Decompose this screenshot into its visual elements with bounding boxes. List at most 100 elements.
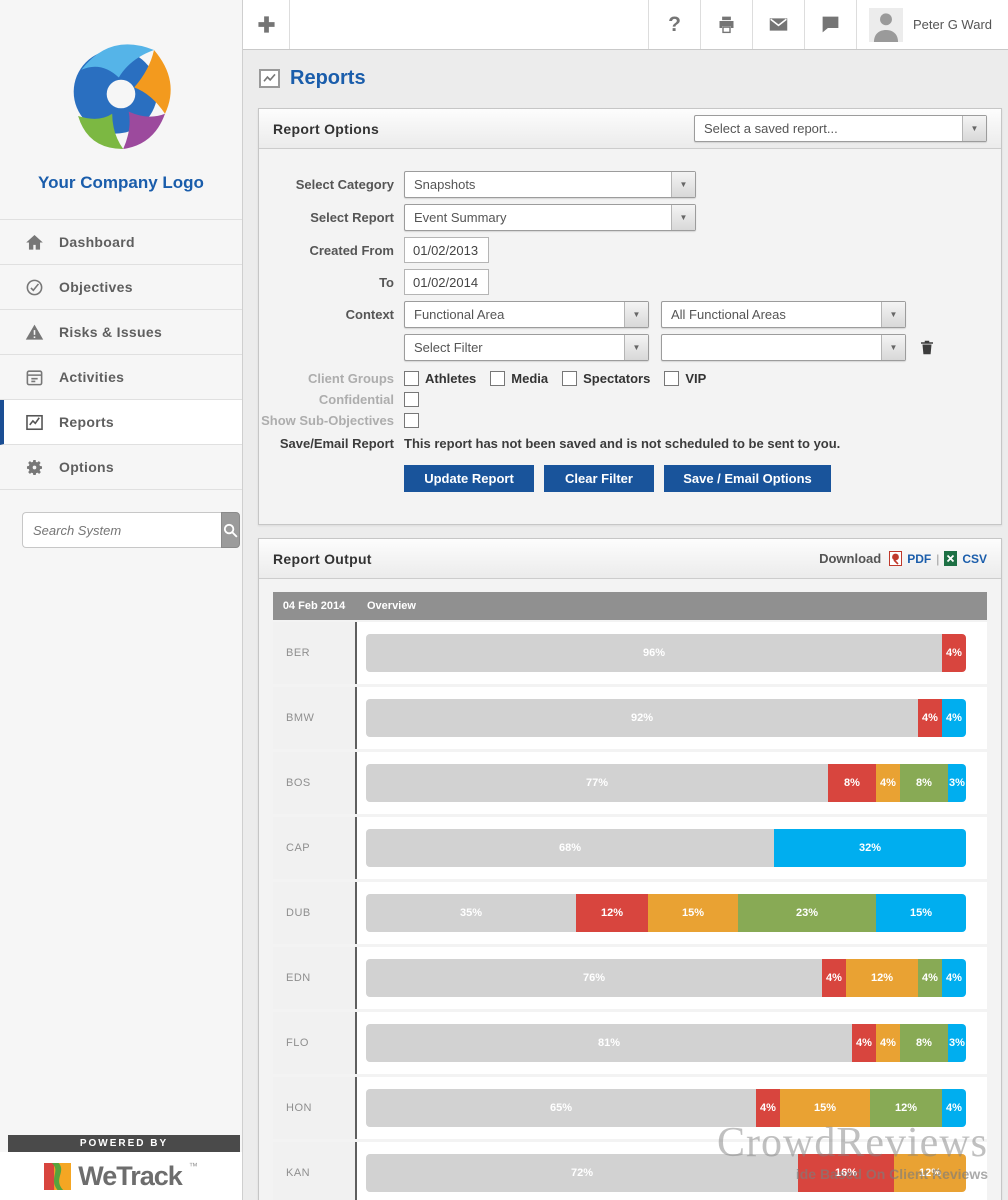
stacked-bar: 96% 4% (366, 634, 966, 672)
calendar-icon (24, 367, 44, 387)
media-checkbox[interactable] (490, 371, 506, 386)
context-value-select[interactable]: All Functional Areas ▼ (661, 301, 906, 328)
sidebar-item-label: Activities (59, 369, 125, 385)
athletes-checkbox[interactable] (404, 371, 419, 386)
chevron-down-icon: ▼ (624, 302, 648, 327)
chart-row-label: BMW (273, 687, 355, 749)
show-sub-objectives-checkbox[interactable] (404, 413, 419, 428)
chart-row-dub: DUB 35% 12% 15% 23% 15% (273, 882, 987, 944)
to-label: To (379, 274, 394, 290)
report-output-header: Report Output Download PDF | CSV (259, 539, 1001, 579)
sidebar-item-activities[interactable]: Activities (0, 355, 242, 400)
bar-segment-amber: 15% (780, 1089, 870, 1127)
chat-bubble-icon (822, 16, 839, 33)
checkbox-label: Spectators (583, 371, 651, 386)
stacked-bar: 81% 4% 4% 8% 3% (366, 1024, 966, 1062)
chart-header: 04 Feb 2014 Overview (273, 592, 987, 620)
chart-row-flo: FLO 81% 4% 4% 8% 3% (273, 1012, 987, 1074)
chat-button[interactable] (804, 0, 856, 49)
vip-checkbox[interactable] (664, 371, 680, 386)
chevron-down-icon: ▼ (881, 302, 905, 327)
bar-segment-green: 4% (918, 959, 942, 997)
context-label: Context (345, 307, 394, 322)
bar-segment-amber: 12% (894, 1154, 966, 1192)
save-email-options-button[interactable]: Save / Email Options (664, 465, 831, 492)
sidebar-item-dashboard[interactable]: Dashboard (0, 220, 242, 265)
stacked-bar: 68% 32% (366, 829, 966, 867)
company-logo-text: Your Company Logo (38, 173, 204, 192)
user-menu[interactable]: Peter G Ward (856, 0, 1008, 49)
client-groups-label: Client Groups (308, 371, 394, 386)
chart-row-label: BOS (273, 752, 355, 814)
confidential-label: Confidential (318, 392, 394, 407)
spectators-checkbox[interactable] (562, 371, 578, 386)
report-select[interactable]: Event Summary ▼ (404, 204, 696, 231)
context-type-select[interactable]: Functional Area ▼ (404, 301, 649, 328)
chart-row-label: HON (273, 1077, 355, 1139)
sidebar-item-options[interactable]: Options (0, 445, 242, 490)
bar-segment-red: 16% (798, 1154, 894, 1192)
update-report-button[interactable]: Update Report (404, 465, 534, 492)
bar-segment-grey: 77% (366, 764, 828, 802)
confidential-checkbox[interactable] (404, 392, 419, 407)
bar-segment-grey: 81% (366, 1024, 852, 1062)
chevron-down-icon: ▼ (671, 172, 695, 197)
chart-date: 04 Feb 2014 (282, 600, 346, 612)
home-icon (24, 232, 44, 252)
report-options-panel: Report Options Select a saved report... … (258, 108, 1002, 525)
category-select[interactable]: Snapshots ▼ (404, 171, 696, 198)
download-label: Download (819, 551, 882, 566)
download-pdf-link[interactable]: PDF (907, 551, 932, 566)
bar-segment-green: 8% (900, 764, 948, 802)
bar-segment-grey: 96% (366, 634, 942, 672)
page-title-row: Reports (259, 67, 1008, 90)
bar-segment-red: 12% (576, 894, 648, 932)
search-icon (223, 523, 238, 538)
sidebar-item-risks-issues[interactable]: Risks & Issues (0, 310, 242, 355)
main-content: Reports Report Options Select a saved re… (243, 50, 1008, 1200)
filter-value-select[interactable]: ▼ (661, 334, 906, 361)
bar-area: 65% 4% 15% 12% 4% (355, 1077, 987, 1139)
sidebar: Your Company Logo Dashboard Objectives Ris… (0, 0, 243, 1200)
client-group-media: Media (490, 371, 548, 386)
bar-segment-red: 4% (852, 1024, 876, 1062)
saved-report-select[interactable]: Select a saved report... ▼ (694, 115, 987, 142)
chart-row-bos: BOS 77% 8% 4% 8% 3% (273, 752, 987, 814)
trash-icon (921, 340, 933, 355)
bar-segment-green: 12% (870, 1089, 942, 1127)
bar-segment-green: 23% (738, 894, 876, 932)
sidebar-item-reports[interactable]: Reports (0, 400, 242, 445)
mail-button[interactable] (752, 0, 804, 49)
add-button[interactable] (243, 0, 290, 49)
created-from-input[interactable]: 01/02/2013 (404, 237, 489, 263)
search-input[interactable] (22, 512, 221, 548)
bar-segment-amber: 4% (876, 1024, 900, 1062)
wetrack-logo: WeTrack ™ (0, 1152, 242, 1200)
bar-segment-red: 4% (756, 1089, 780, 1127)
delete-filter-button[interactable] (918, 338, 936, 357)
bar-segment-red: 4% (918, 699, 942, 737)
chart-row-edn: EDN 76% 4% 12% 4% 4% (273, 947, 987, 1009)
checkbox-label: Media (511, 371, 549, 386)
download-csv-link[interactable]: CSV (962, 551, 987, 566)
clear-filter-button[interactable]: Clear Filter (544, 465, 654, 492)
chart-row-label: KAN (273, 1142, 355, 1200)
sidebar-item-objectives[interactable]: Objectives (0, 265, 242, 310)
report-select-value: Event Summary (414, 210, 507, 225)
bar-segment-green: 8% (900, 1024, 948, 1062)
stacked-bar: 77% 8% 4% 8% 3% (366, 764, 966, 802)
bar-area: 81% 4% 4% 8% 3% (355, 1012, 987, 1074)
chart-rows: BER 96% 4% BMW 92% 4% 4% BOS 77% 8% 4% 8% 3% CAP 68% 32… (273, 622, 987, 1200)
report-options-title: Report Options (273, 120, 380, 137)
search-button[interactable] (221, 512, 240, 548)
sidebar-item-label: Options (59, 459, 114, 475)
filter-select[interactable]: Select Filter ▼ (404, 334, 649, 361)
bar-segment-grey: 65% (366, 1089, 756, 1127)
help-button[interactable]: ? (648, 0, 700, 49)
bar-area: 96% 4% (355, 622, 987, 684)
print-button[interactable] (700, 0, 752, 49)
bar-segment-red: 4% (822, 959, 846, 997)
to-input[interactable]: 01/02/2014 (404, 269, 489, 295)
sidebar-item-label: Reports (59, 414, 114, 430)
envelope-icon (769, 18, 788, 31)
